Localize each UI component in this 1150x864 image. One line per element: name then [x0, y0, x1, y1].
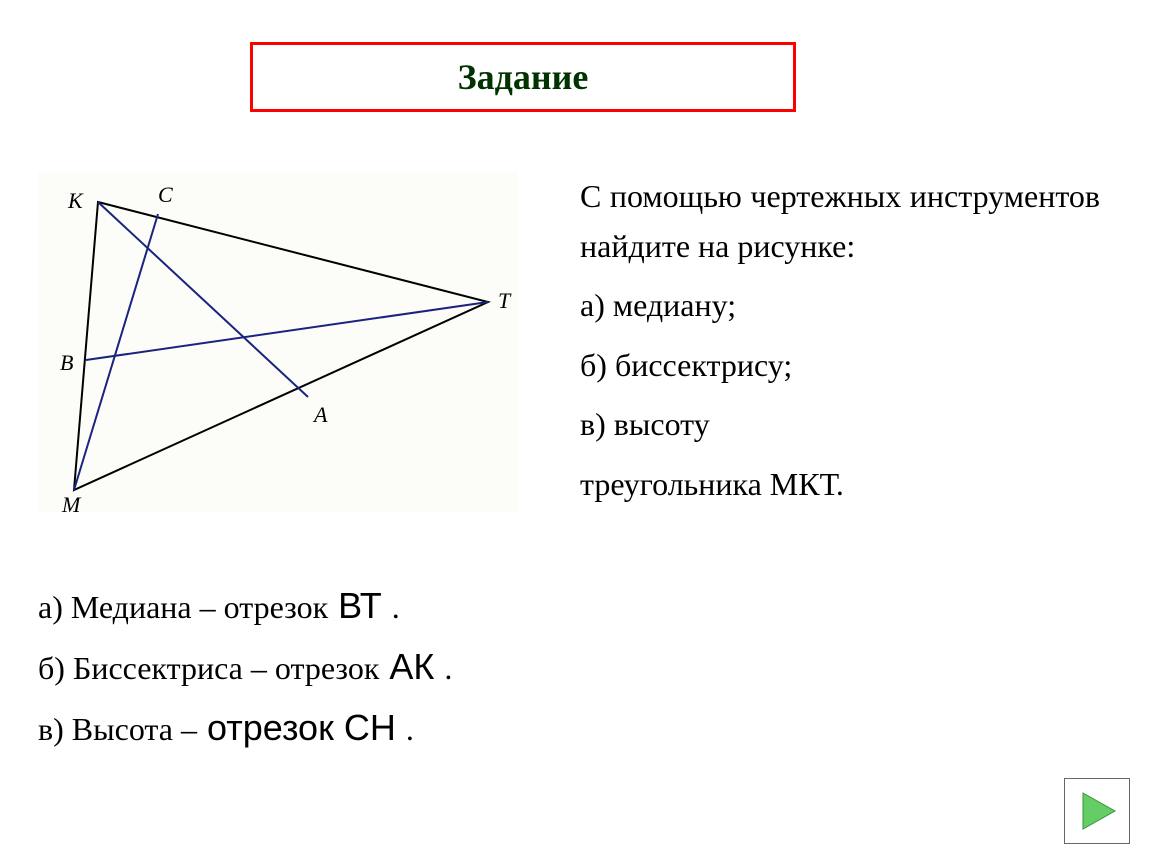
answer-a-value: ВТ [338, 575, 382, 636]
task-intro: С помощью чертежных инструментов найдите… [580, 172, 1100, 271]
answer-row-b: б) Биссектриса – отрезок АК . [38, 636, 798, 697]
task-text: С помощью чертежных инструментов найдите… [580, 172, 1100, 520]
answer-c-label: в) Высота – [38, 702, 197, 756]
answer-a-label: а) Медиана – отрезок [38, 580, 328, 634]
answer-row-c: в) Высота – отрезок СН . [38, 697, 798, 758]
answer-row-a: а) Медиана – отрезок ВТ . [38, 575, 798, 636]
play-arrow-icon [1073, 787, 1121, 835]
page: Задание К С Т В А М С помощью чертежных инстр… [0, 0, 1150, 864]
answer-c-dot: . [406, 702, 414, 756]
answer-b-value: АК [389, 636, 434, 697]
answer-a-dot: . [392, 580, 400, 634]
answer-b-label: б) Биссектриса – отрезок [38, 641, 379, 695]
answer-b-dot: . [444, 641, 452, 695]
svg-text:С: С [158, 182, 173, 207]
title-box: Задание [250, 42, 796, 112]
task-item-b: б) биссектрису; [580, 341, 1100, 391]
svg-text:Т: Т [498, 288, 512, 313]
svg-text:В: В [60, 350, 73, 375]
task-item-d: треугольника МКТ. [580, 460, 1100, 510]
svg-text:М: М [61, 492, 82, 512]
task-item-a: а) медиану; [580, 281, 1100, 331]
answers-block: а) Медиана – отрезок ВТ . б) Биссектриса… [38, 575, 798, 759]
task-item-c: в) высоту [580, 400, 1100, 450]
next-button[interactable] [1064, 778, 1130, 844]
triangle-diagram: К С Т В А М [38, 172, 518, 512]
title-text: Задание [458, 56, 589, 98]
svg-text:А: А [312, 402, 328, 427]
answer-c-value: отрезок СН [207, 697, 396, 758]
svg-text:К: К [67, 188, 84, 213]
